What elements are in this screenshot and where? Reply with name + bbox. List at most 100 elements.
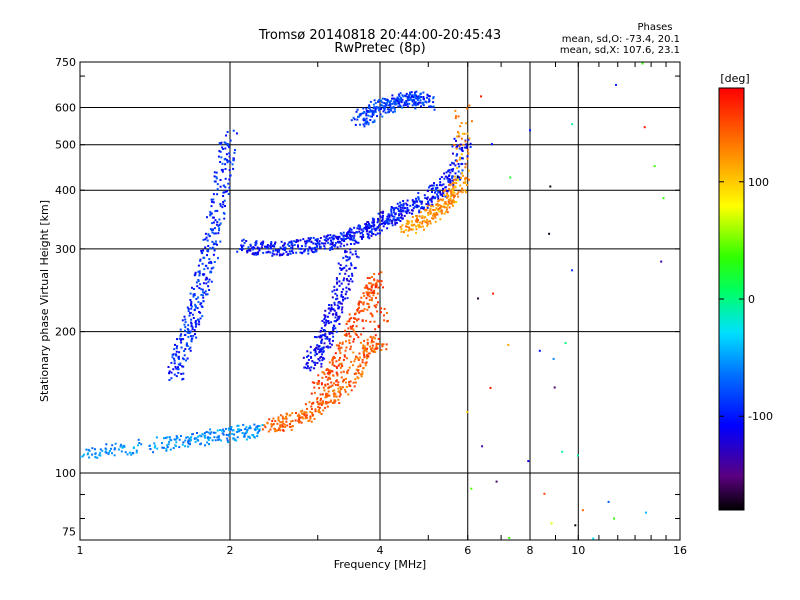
- data-point: [247, 427, 250, 430]
- data-point: [345, 250, 348, 253]
- data-point: [197, 270, 200, 273]
- data-point: [328, 373, 331, 376]
- data-point: [303, 248, 306, 251]
- data-point: [342, 299, 345, 302]
- data-point: [364, 223, 367, 226]
- data-point: [350, 119, 353, 122]
- data-point: [467, 138, 470, 141]
- data-point: [466, 155, 469, 158]
- data-point: [285, 412, 288, 415]
- data-point: [227, 427, 230, 430]
- data-point: [218, 229, 220, 232]
- data-point: [388, 100, 390, 103]
- data-point: [354, 372, 357, 375]
- data-point: [285, 250, 288, 253]
- data-point: [333, 289, 336, 292]
- data-point: [466, 410, 469, 413]
- data-point: [181, 319, 184, 322]
- data-point: [376, 232, 379, 235]
- data-point: [217, 155, 220, 158]
- data-point: [380, 229, 383, 232]
- data-point: [425, 208, 428, 211]
- data-point: [432, 205, 435, 208]
- data-point: [361, 358, 364, 361]
- data-point: [197, 264, 200, 267]
- data-point: [336, 246, 339, 249]
- data-point: [357, 369, 359, 372]
- data-point: [299, 239, 302, 242]
- data-point: [363, 356, 366, 359]
- data-point: [254, 251, 257, 254]
- data-point: [362, 303, 365, 306]
- data-point: [367, 352, 370, 355]
- data-point: [316, 398, 318, 401]
- data-point: [338, 390, 341, 393]
- data-point: [258, 425, 261, 428]
- data-point: [422, 101, 425, 104]
- data-point: [432, 184, 435, 187]
- data-point: [170, 377, 173, 380]
- data-point: [324, 396, 327, 399]
- data-point: [457, 191, 460, 194]
- data-point: [369, 345, 372, 348]
- data-point: [410, 91, 413, 94]
- data-point: [377, 301, 379, 304]
- data-point: [383, 102, 386, 104]
- data-point: [279, 421, 282, 424]
- data-point: [561, 450, 564, 453]
- data-point: [256, 253, 259, 256]
- data-point: [323, 238, 326, 241]
- data-point: [211, 240, 214, 243]
- data-point: [213, 261, 216, 263]
- data-point: [396, 218, 399, 221]
- data-point: [414, 101, 416, 104]
- data-point: [190, 330, 192, 333]
- data-point: [356, 108, 359, 111]
- data-point: [454, 185, 456, 188]
- data-point: [341, 342, 344, 345]
- data-point: [316, 246, 319, 248]
- data-point: [348, 313, 351, 316]
- data-point: [217, 436, 220, 439]
- data-point: [333, 355, 335, 358]
- data-point: [368, 237, 371, 240]
- data-point: [456, 193, 459, 195]
- x-tick-label: 8: [527, 544, 534, 557]
- data-point: [434, 213, 437, 216]
- data-point: [380, 107, 382, 110]
- data-point: [270, 423, 273, 426]
- data-point: [393, 107, 396, 110]
- data-point: [206, 441, 209, 444]
- data-point: [225, 433, 228, 436]
- data-point: [454, 181, 457, 184]
- data-point: [348, 366, 351, 369]
- data-point: [372, 220, 375, 223]
- data-point: [182, 365, 185, 368]
- data-point: [314, 349, 317, 352]
- data-point: [375, 346, 378, 349]
- data-point: [415, 97, 418, 100]
- data-point: [461, 174, 464, 177]
- data-point: [353, 338, 355, 341]
- data-point: [418, 211, 421, 214]
- data-point: [380, 311, 382, 314]
- data-point: [462, 143, 465, 146]
- data-point: [383, 314, 385, 317]
- data-point: [445, 210, 447, 213]
- data-point: [354, 358, 357, 361]
- data-point: [325, 235, 328, 238]
- data-point: [301, 416, 304, 419]
- data-point: [303, 411, 306, 414]
- data-point: [443, 206, 446, 209]
- data-point: [338, 235, 341, 238]
- data-point: [189, 292, 192, 295]
- data-point: [362, 233, 364, 236]
- data-point: [371, 349, 374, 352]
- data-point: [319, 348, 322, 351]
- data-point: [265, 251, 268, 254]
- data-point: [354, 250, 357, 253]
- data-point: [377, 324, 380, 327]
- data-point: [333, 389, 336, 392]
- data-point: [88, 456, 91, 459]
- data-point: [327, 386, 330, 389]
